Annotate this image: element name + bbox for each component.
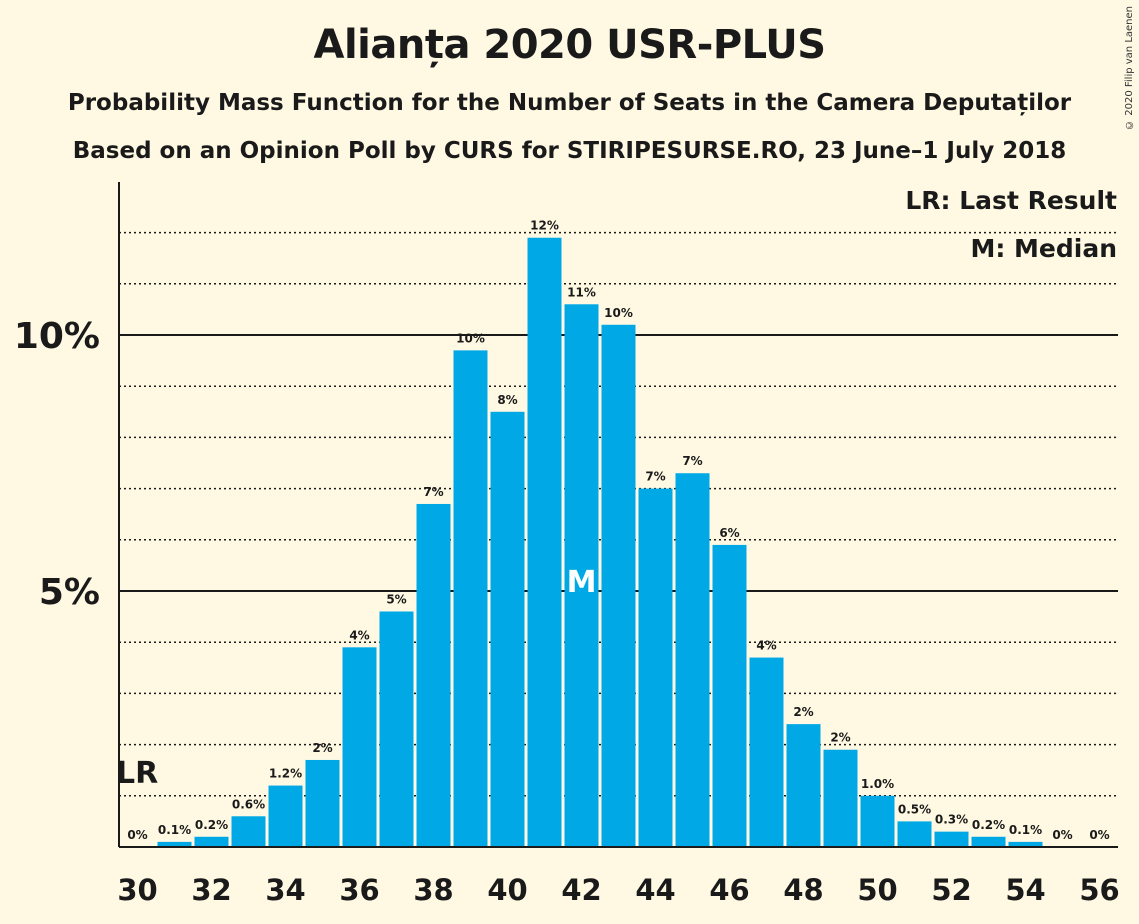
bar-seat-42	[564, 304, 599, 847]
bar-seat-31	[157, 841, 192, 847]
data-label-seat-52: 0.3%	[935, 813, 968, 827]
x-tick-56: 56	[1079, 873, 1119, 907]
bar-seat-43	[601, 324, 636, 847]
bar-seat-47	[749, 657, 784, 847]
bar-seat-50	[860, 795, 895, 847]
data-label-seat-56: 0%	[1089, 828, 1109, 842]
data-label-seat-30: 0%	[127, 828, 147, 842]
data-label-seat-35: 2%	[312, 741, 332, 755]
bar-seat-39	[453, 350, 488, 847]
bar-seat-37	[379, 611, 414, 847]
chart-title: Alianța 2020 USR-PLUS	[313, 22, 827, 68]
bar-seat-52	[934, 831, 969, 847]
data-label-seat-40: 8%	[497, 393, 517, 407]
bar-seat-51	[897, 821, 932, 847]
data-label-seat-48: 2%	[793, 705, 813, 719]
x-tick-42: 42	[561, 873, 601, 907]
data-label-seat-37: 5%	[386, 592, 406, 606]
bar-seat-53	[971, 836, 1006, 847]
bar-seat-34	[268, 785, 303, 847]
data-label-seat-41: 12%	[530, 219, 559, 233]
x-tick-50: 50	[857, 873, 897, 907]
data-label-seat-45: 7%	[682, 454, 702, 468]
bar-seat-32	[194, 836, 229, 847]
y-tick-5%: 5%	[39, 572, 100, 613]
bar-seat-33	[231, 816, 266, 847]
x-tick-52: 52	[931, 873, 971, 907]
x-tick-40: 40	[487, 873, 527, 907]
bar-seat-36	[342, 647, 377, 847]
data-label-seat-39: 10%	[456, 331, 485, 345]
data-label-seat-54: 0.1%	[1009, 823, 1042, 837]
bar-seat-44	[638, 488, 673, 847]
bar-seat-48	[786, 724, 821, 847]
x-tick-46: 46	[709, 873, 749, 907]
data-label-seat-50: 1.0%	[861, 777, 894, 791]
data-label-seat-36: 4%	[349, 628, 369, 642]
chart-subtitle-1: Probability Mass Function for the Number…	[67, 90, 1072, 116]
x-tick-36: 36	[339, 873, 379, 907]
bar-seat-38	[416, 503, 451, 847]
data-label-seat-46: 6%	[719, 526, 739, 540]
data-label-seat-43: 10%	[604, 306, 633, 320]
data-label-seat-34: 1.2%	[269, 767, 302, 781]
median-marker: M	[567, 565, 597, 600]
chart-subtitle-2: Based on an Opinion Poll by CURS for STI…	[72, 138, 1067, 164]
y-tick-labels: 5% 10%	[14, 316, 100, 613]
bar-seat-45	[675, 473, 710, 847]
data-label-seat-38: 7%	[423, 485, 443, 499]
legend-median: M: Median	[970, 234, 1117, 263]
data-label-seat-49: 2%	[830, 731, 850, 745]
bar-seat-41	[527, 237, 562, 848]
data-label-seat-51: 0.5%	[898, 802, 931, 816]
x-tick-54: 54	[1005, 873, 1045, 907]
x-tick-38: 38	[413, 873, 453, 907]
bar-seat-54	[1008, 841, 1043, 847]
x-tick-labels: 30 32 34 36 38 40 42 44 46 48 50 52 54 56	[117, 873, 1119, 907]
data-label-seat-32: 0.2%	[195, 818, 228, 832]
data-label-seat-55: 0%	[1052, 828, 1072, 842]
legend-last-result: LR: Last Result	[905, 186, 1117, 215]
x-tick-34: 34	[265, 873, 305, 907]
bars	[157, 237, 1043, 848]
y-tick-10%: 10%	[14, 316, 100, 357]
bar-seat-46	[712, 544, 747, 847]
x-tick-48: 48	[783, 873, 823, 907]
last-result-marker: LR	[116, 756, 158, 791]
data-label-seat-47: 4%	[756, 639, 776, 653]
x-tick-44: 44	[635, 873, 675, 907]
data-label-seat-33: 0.6%	[232, 797, 265, 811]
data-label-seat-42: 11%	[567, 285, 596, 299]
data-label-seat-31: 0.1%	[158, 823, 191, 837]
data-labels: 0% 0.1% 0.2% 0.6% 1.2% 2% 4% 5% 7% 10% 8% 12% 11% 10%…	[127, 219, 1109, 842]
data-label-seat-44: 7%	[645, 470, 665, 484]
x-tick-32: 32	[191, 873, 231, 907]
x-tick-30: 30	[117, 873, 157, 907]
axes	[118, 182, 1118, 848]
bar-seat-49	[823, 749, 858, 847]
bar-seat-35	[305, 759, 340, 847]
data-label-seat-53: 0.2%	[972, 818, 1005, 832]
bar-seat-40	[490, 411, 525, 847]
